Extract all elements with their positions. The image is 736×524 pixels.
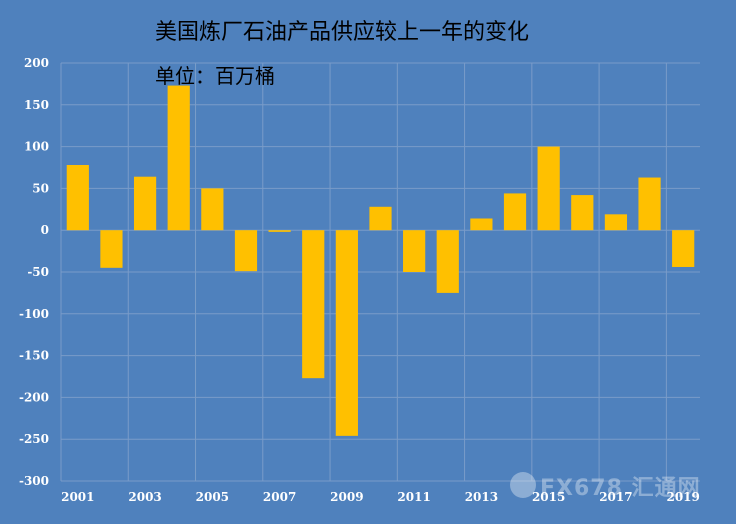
bar-2003 — [133, 176, 157, 231]
bar-2014 — [503, 193, 527, 231]
y-tick-label: -300 — [19, 474, 49, 488]
y-tick-label: -200 — [19, 390, 49, 404]
y-axis-ticks: -300 -250 -200 -150 -100 -50 0 50 100 150 200 — [19, 56, 49, 488]
bar-2010 — [369, 206, 392, 231]
y-tick-label: 100 — [24, 140, 49, 154]
x-tick-label: 2001 — [61, 490, 94, 504]
bar-2004 — [167, 85, 190, 231]
bar-2018 — [638, 177, 661, 231]
bar-2006 — [234, 230, 258, 272]
x-tick-label: 2019 — [666, 490, 699, 504]
chart-subtitle: 单位：百万桶 — [155, 64, 275, 88]
bars — [66, 85, 695, 436]
y-tick-label: -100 — [19, 307, 49, 321]
y-tick-label: 0 — [41, 223, 49, 237]
watermark: FX678 汇通网 — [510, 470, 701, 502]
y-tick-label: -150 — [19, 349, 49, 363]
x-tick-label: 2015 — [532, 490, 565, 504]
bar-2015 — [537, 146, 560, 231]
y-tick-label: 150 — [24, 98, 49, 112]
bar-2008 — [302, 230, 325, 379]
chart-title: 美国炼厂石油产品供应较上一年的变化 — [155, 20, 530, 45]
watermark-logo-icon — [510, 472, 536, 498]
x-tick-label: 2007 — [263, 490, 296, 504]
bar-2013 — [470, 218, 493, 231]
x-tick-label: 2017 — [599, 490, 632, 504]
bar-2017 — [604, 214, 628, 231]
bar-2011 — [403, 230, 426, 272]
bar-2005 — [201, 188, 224, 231]
bar-2007 — [268, 230, 291, 232]
bar-2001 — [66, 164, 89, 231]
y-tick-label: -50 — [27, 265, 49, 279]
bar-2009 — [335, 230, 358, 436]
x-axis-ticks: 2001 2003 2005 2007 2009 2011 2013 2015 2017 2019 — [61, 490, 700, 504]
x-tick-label: 2003 — [128, 490, 161, 504]
bar-2016 — [571, 195, 594, 231]
x-tick-label: 2013 — [465, 490, 498, 504]
bar-2019 — [672, 230, 695, 267]
watermark-text: FX678 汇通网 — [540, 476, 701, 501]
x-tick-label: 2009 — [330, 490, 363, 504]
x-tick-label: 2011 — [397, 490, 430, 504]
y-tick-label: 50 — [32, 181, 49, 195]
bar-2002 — [100, 230, 123, 268]
gridlines — [60, 62, 700, 482]
y-tick-label: -250 — [19, 432, 49, 446]
bar-2012 — [436, 230, 459, 293]
x-tick-label: 2005 — [196, 490, 229, 504]
y-tick-label: 200 — [24, 56, 49, 70]
